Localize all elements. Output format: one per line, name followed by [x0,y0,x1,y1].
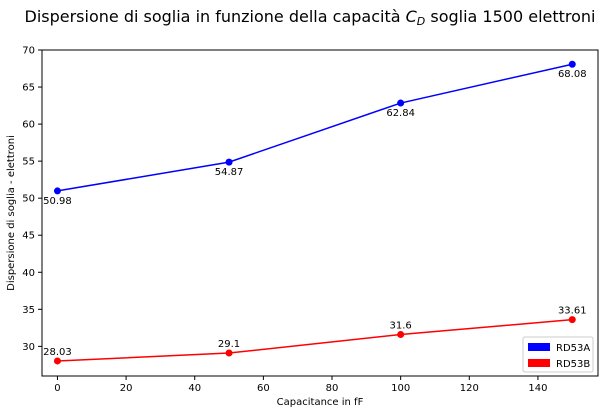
x-axis: 0 20 40 60 80 100 120 140 [54,376,547,394]
legend-swatch-rd53a [528,343,550,351]
chart-title: Dispersione di soglia in funzione della … [25,7,596,28]
legend-label-rd53a: RD53A [556,343,590,354]
data-point-rd53b [397,331,405,339]
legend: RD53A RD53B [522,336,594,373]
series-line-rd53a [57,63,573,192]
y-axis: 30 35 40 45 50 55 60 65 70 [22,46,42,353]
data-point-rd53b [568,316,576,324]
series-layer: 50.98 54.87 62.84 68.08 28.03 29.1 31.6 33.61 [43,60,587,365]
y-tick-label: 50 [22,194,35,205]
data-point-rd53a [53,187,61,195]
data-label-rd53a: 62.84 [386,108,415,119]
data-label-rd53b: 28.03 [43,347,72,358]
legend-swatch-rd53b [528,359,550,367]
y-tick-label: 45 [22,231,35,242]
x-tick-label: 0 [54,383,60,394]
x-tick-label: 60 [257,383,270,394]
data-label-rd53a: 54.87 [215,167,244,178]
y-tick-label: 70 [22,46,35,57]
data-label-rd53b: 29.1 [218,339,240,350]
x-tick-label: 100 [391,383,410,394]
y-tick-label: 35 [22,305,35,316]
data-label-rd53a: 68.08 [558,69,587,80]
y-tick-label: 60 [22,120,35,131]
y-tick-label: 30 [22,342,35,353]
data-point-rd53b [53,357,61,365]
x-tick-label: 80 [326,383,339,394]
x-axis-label: Capacitance in fF [277,397,364,408]
y-tick-label: 55 [22,157,35,168]
data-label-rd53b: 31.6 [390,321,412,332]
x-tick-label: 20 [120,383,133,394]
y-tick-label: 65 [22,83,35,94]
y-tick-label: 40 [22,268,35,279]
y-axis-label: Dispersione di soglia - elettroni [6,135,17,291]
data-label-rd53a: 50.98 [43,196,72,207]
series-line-rd53b [57,318,573,362]
data-point-rd53a [397,99,405,107]
x-tick-label: 140 [528,383,547,394]
data-label-rd53b: 33.61 [558,306,587,317]
x-tick-label: 120 [460,383,479,394]
data-point-rd53a [225,158,233,166]
legend-label-rd53b: RD53B [556,359,590,370]
data-point-rd53a [568,60,576,68]
data-point-rd53b [225,349,233,357]
x-tick-label: 40 [188,383,201,394]
plot-frame [41,49,599,377]
